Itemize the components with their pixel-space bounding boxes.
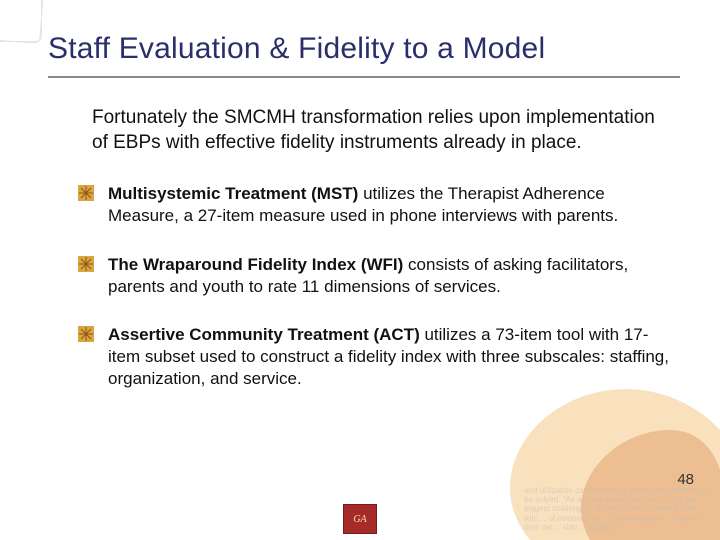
footer-logo-text: GA bbox=[353, 514, 366, 525]
page-number: 48 bbox=[677, 471, 694, 488]
title-rule bbox=[48, 76, 680, 78]
list-item: Multisystemic Treatment (MST) utilizes t… bbox=[78, 183, 680, 227]
list-item: The Wraparound Fidelity Index (WFI) cons… bbox=[78, 254, 680, 298]
bullet-list: Multisystemic Treatment (MST) utilizes t… bbox=[78, 183, 680, 390]
bullet-lead: The Wraparound Fidelity Index (WFI) bbox=[108, 255, 408, 274]
background-faded-text: and utilization cannot take us where the… bbox=[524, 486, 714, 532]
bullet-icon bbox=[78, 256, 94, 272]
list-item: Assertive Community Treatment (ACT) util… bbox=[78, 324, 680, 390]
bullet-lead: Assertive Community Treatment (ACT) bbox=[108, 325, 424, 344]
bullet-icon bbox=[78, 326, 94, 342]
intro-paragraph: Fortunately the SMCMH transformation rel… bbox=[92, 106, 660, 155]
bullet-icon bbox=[78, 185, 94, 201]
page-title: Staff Evaluation & Fidelity to a Model bbox=[48, 32, 680, 66]
slide: Staff Evaluation & Fidelity to a Model F… bbox=[0, 0, 720, 540]
bullet-lead: Multisystemic Treatment (MST) bbox=[108, 184, 363, 203]
footer-logo: GA bbox=[343, 504, 377, 534]
